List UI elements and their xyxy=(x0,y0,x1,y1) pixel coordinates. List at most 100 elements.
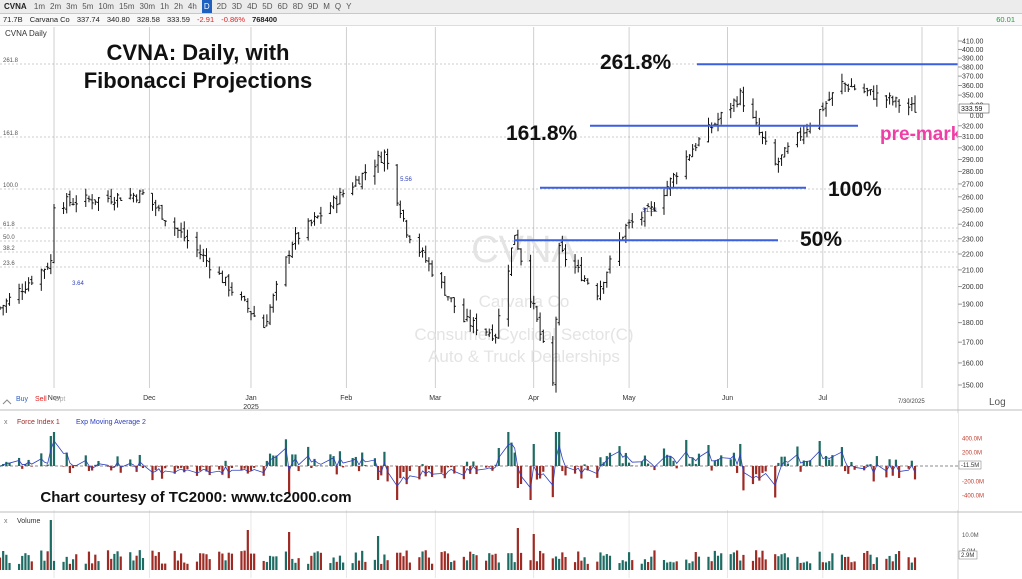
log-toggle[interactable]: Log xyxy=(989,397,1006,408)
force-bar xyxy=(510,442,513,466)
force-bar xyxy=(383,451,386,466)
earnings-markers: 3.64 5.56 $1.51 xyxy=(72,177,658,287)
force-bar xyxy=(71,466,75,469)
x-tick-label: Jun xyxy=(722,395,733,402)
volume-bar xyxy=(453,560,456,570)
force-bar xyxy=(529,466,532,500)
volume-bar xyxy=(586,563,589,570)
volume-label[interactable]: Volume xyxy=(17,518,40,525)
timeframe-5m[interactable]: 5m xyxy=(82,2,94,11)
volume-bar xyxy=(729,554,732,570)
timeframe-2m[interactable]: 2m xyxy=(50,2,62,11)
y-tick-label: 250.00 xyxy=(962,208,984,215)
volume-bar xyxy=(783,553,786,570)
opt-link[interactable]: Opt xyxy=(54,396,65,403)
timeframe-Y[interactable]: Y xyxy=(346,2,352,11)
volume-bar xyxy=(106,550,110,570)
force-bar xyxy=(291,454,294,466)
timeframe-Q[interactable]: Q xyxy=(334,2,342,11)
timeframe-30m[interactable]: 30m xyxy=(139,2,156,11)
volume-bar xyxy=(186,563,189,570)
volume-bar xyxy=(755,550,758,570)
volume-bar xyxy=(894,554,898,570)
volume-bar xyxy=(240,551,243,570)
force-bar xyxy=(583,464,586,466)
volume-bar xyxy=(380,563,383,570)
y-tick-label: 290.00 xyxy=(962,157,984,164)
timeframe-3D[interactable]: 3D xyxy=(231,2,243,11)
force-bar xyxy=(62,466,65,467)
symbol-label[interactable]: CVNA xyxy=(4,2,27,11)
watermark-sector: Consumer Cyclical Sector(C) xyxy=(414,325,633,344)
force-bar xyxy=(310,466,313,468)
timeframe-5D[interactable]: 5D xyxy=(262,2,273,11)
change-pct: -0.86% xyxy=(221,15,245,24)
volume-bar xyxy=(342,562,345,570)
force-bar xyxy=(710,466,713,471)
force-bar xyxy=(440,466,443,473)
volume-bar xyxy=(716,555,720,570)
timeframe-10m[interactable]: 10m xyxy=(98,2,114,11)
fibonacci-lines xyxy=(514,63,965,242)
force-bar xyxy=(402,466,405,473)
y-tick-label: 370.00 xyxy=(962,74,984,81)
y-tick-label: 240.00 xyxy=(962,222,984,229)
ema-label[interactable]: Exp Moving Average 2 xyxy=(76,419,146,426)
timeframe-4D[interactable]: 4D xyxy=(247,2,258,11)
timeframe-6D[interactable]: 6D xyxy=(277,2,288,11)
force-bar xyxy=(218,466,221,470)
force-bar xyxy=(507,432,510,466)
volume-bar xyxy=(735,550,739,570)
timeframe-2D[interactable]: 2D xyxy=(216,2,227,11)
force-bar xyxy=(27,459,30,466)
force-bar xyxy=(685,439,688,466)
volume-bar xyxy=(913,557,917,570)
timeframe-D[interactable]: D xyxy=(201,0,212,13)
timeframe-1m[interactable]: 1m xyxy=(33,2,46,11)
volume-bar xyxy=(516,528,519,570)
force-bar xyxy=(796,446,799,466)
y-tick-label: 170.00 xyxy=(962,340,984,347)
volume-bar xyxy=(831,553,834,570)
force-index-label[interactable]: Force Index 1 xyxy=(17,419,60,426)
force-bar xyxy=(640,461,643,466)
force-bar xyxy=(729,459,732,466)
force-bar xyxy=(154,466,157,471)
timeframe-4h[interactable]: 4h xyxy=(187,2,197,11)
volume-bar xyxy=(850,562,853,570)
force-bar xyxy=(113,466,116,468)
volume-bar xyxy=(141,558,145,570)
volume-bar xyxy=(288,532,291,570)
volume-tick: 10.0M xyxy=(962,533,979,539)
force-bar xyxy=(319,465,322,466)
buy-link[interactable]: Buy xyxy=(16,396,29,403)
volume-close-icon[interactable]: x xyxy=(4,518,8,525)
volume-bar xyxy=(338,555,342,570)
expand-icon[interactable] xyxy=(2,399,12,405)
fib-label-261: 261.8% xyxy=(600,51,672,74)
x-tick-label: Dec xyxy=(143,395,156,402)
sell-link[interactable]: Sell xyxy=(35,396,47,403)
timeframe-8D[interactable]: 8D xyxy=(292,2,303,11)
force-close-icon[interactable]: x xyxy=(4,419,8,426)
force-bar xyxy=(631,465,634,466)
force-bar xyxy=(386,466,389,482)
timeframe-M[interactable]: M xyxy=(323,2,330,11)
volume-bar xyxy=(685,559,688,570)
force-bar xyxy=(564,466,567,476)
y-tick-label: 180.00 xyxy=(962,320,984,327)
force-bar xyxy=(777,462,780,466)
timeframe-3m[interactable]: 3m xyxy=(66,2,78,11)
volume-bar xyxy=(376,536,380,570)
timeframe-15m[interactable]: 15m xyxy=(118,2,135,11)
force-bar xyxy=(650,466,653,467)
volume-bar xyxy=(68,563,71,570)
timeframe-2h[interactable]: 2h xyxy=(174,2,183,11)
chart-title-line1: CVNA: Daily, with xyxy=(107,40,290,65)
force-bar xyxy=(21,466,24,469)
volume-bar xyxy=(885,558,888,570)
timeframe-1h[interactable]: 1h xyxy=(160,2,169,11)
timeframe-9D[interactable]: 9D xyxy=(308,2,319,11)
